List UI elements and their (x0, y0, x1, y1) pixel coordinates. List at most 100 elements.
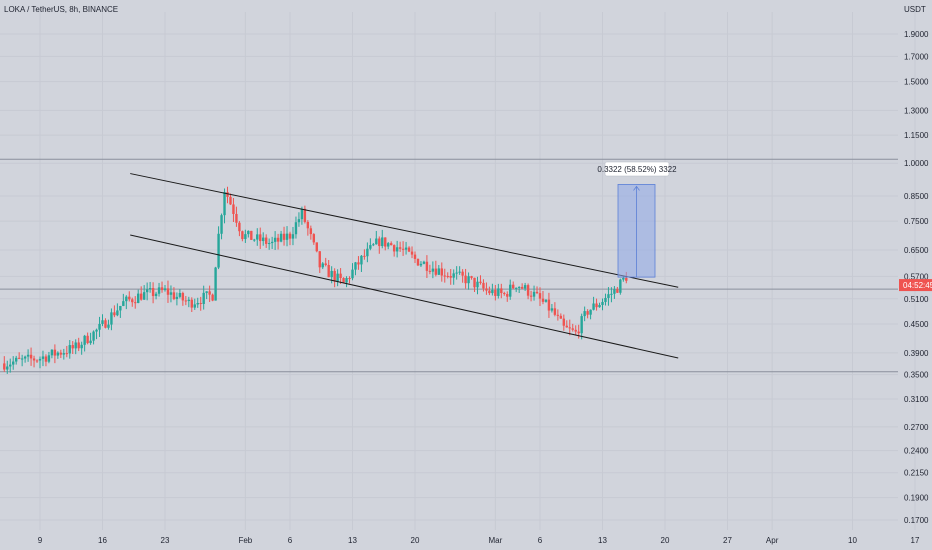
candle-body (122, 301, 125, 306)
candle-body (324, 263, 327, 265)
candle-body (86, 335, 89, 344)
candle-body (26, 354, 30, 357)
candle-body (172, 292, 176, 300)
candle-body (488, 290, 491, 294)
time-tick-label: Mar (488, 536, 502, 545)
price-tick-label: 0.4500 (904, 320, 929, 329)
candle-body (190, 299, 193, 308)
candle-body (235, 213, 238, 223)
candle-body (520, 286, 524, 289)
candle-body (148, 288, 152, 290)
candle-body (267, 243, 271, 245)
measure-arrow-head (633, 185, 640, 191)
chart-title: LOKA / TetherUS, 8h, BINANCE (4, 5, 118, 14)
candle-body (485, 288, 488, 291)
candle-body (419, 263, 423, 266)
candle-body (125, 296, 128, 302)
measure-tool[interactable]: 0.3322 (58.52%) 3322 (597, 161, 677, 278)
candle-body (550, 308, 554, 311)
candle-body (181, 292, 185, 301)
candle-body (506, 294, 509, 297)
time-tick-label: 27 (723, 536, 732, 545)
time-axis[interactable]: 9 16 23 Feb 6 13 20 Mar 6 13 20 27 Apr 10 17 (38, 536, 920, 545)
candle-body (366, 248, 369, 257)
candle-body (410, 251, 414, 255)
candle-body (577, 331, 580, 334)
candle-body (116, 310, 119, 316)
candle-body (3, 363, 6, 370)
candle-body (369, 245, 372, 249)
candle-body (467, 276, 470, 284)
candle-body (294, 222, 298, 235)
candle-body (363, 255, 366, 257)
price-tick-label: 0.8500 (904, 192, 929, 201)
price-axis[interactable]: 1.9000 1.7000 1.5000 1.3000 1.1500 1.0000 0.85… (899, 30, 932, 525)
time-tick-label: 6 (288, 536, 293, 545)
candle-body (389, 243, 393, 246)
grid (0, 12, 916, 530)
candle-body (178, 292, 182, 297)
candle-body (250, 230, 253, 240)
current-price-tag (899, 279, 932, 292)
candle-body (77, 342, 80, 349)
candles (3, 186, 628, 374)
price-tick-label: 0.7500 (904, 217, 929, 226)
trend-channel[interactable] (130, 173, 679, 359)
price-tick-label: 0.2700 (904, 423, 929, 432)
candle-body (476, 281, 479, 288)
candle-body (306, 221, 310, 229)
candle-body (565, 325, 568, 328)
price-tick-label: 1.9000 (904, 30, 929, 39)
candle-body (321, 263, 324, 268)
candle-body (598, 305, 601, 308)
candle-body (348, 278, 351, 280)
candle-body (20, 358, 24, 360)
candle-body (29, 354, 33, 359)
candle-body (372, 244, 375, 246)
candle-body (339, 273, 342, 279)
candle-body (137, 293, 140, 303)
candle-body (80, 344, 83, 349)
candle-body (17, 357, 21, 359)
candle-body (482, 282, 485, 289)
candle-body (613, 289, 616, 294)
candle-body (199, 303, 202, 305)
price-tick-label: 0.2400 (904, 447, 929, 456)
candle-body (303, 208, 307, 222)
candle-body (166, 288, 170, 295)
candle-body (559, 315, 563, 319)
candle-body (622, 277, 625, 280)
candle-body (452, 273, 455, 278)
candle-body (160, 287, 164, 291)
candle-body (14, 357, 18, 362)
price-tick-label: 0.1700 (904, 516, 929, 525)
time-tick-label: 16 (98, 536, 107, 545)
candle-body (175, 296, 179, 300)
candle-body (446, 275, 449, 277)
candle-body (297, 219, 301, 223)
candle-body (128, 296, 131, 300)
candle-body (59, 352, 63, 355)
candle-body (264, 237, 268, 244)
candle-body (556, 314, 560, 316)
trendline-lower[interactable] (130, 234, 679, 359)
candle-body (223, 192, 226, 216)
price-tick-label: 0.3900 (904, 349, 929, 358)
candle-body (357, 262, 360, 265)
candle-body (342, 278, 345, 283)
candle-body (44, 356, 48, 362)
candle-body (532, 291, 536, 297)
trendline-upper[interactable] (130, 173, 679, 288)
candle-body (244, 234, 247, 240)
candle-body (253, 239, 256, 241)
candle-body (282, 233, 286, 240)
candle-body (41, 356, 45, 359)
candle-body (83, 335, 86, 345)
candle-body (479, 281, 482, 283)
candle-body (71, 345, 74, 349)
candle-body (205, 291, 208, 293)
candle-body (32, 358, 36, 361)
price-tick-label: 0.5700 (904, 272, 929, 281)
